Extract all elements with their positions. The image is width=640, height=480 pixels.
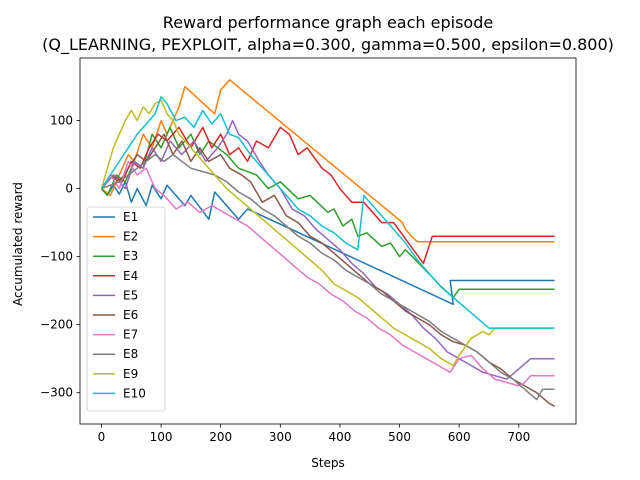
legend-label-e5: E5 <box>123 288 138 302</box>
series-line-e1 <box>100 181 555 306</box>
legend-box <box>86 206 166 412</box>
series-line-e7 <box>100 160 555 387</box>
y-axis-label: Accumulated reward <box>11 182 25 306</box>
legend-label-e6: E6 <box>123 308 138 322</box>
legend: E1 E2 E3 E4 E5 E6 E7 E8 E9 E10 <box>86 206 166 412</box>
x-tick-label: 500 <box>388 430 411 444</box>
legend-label-e1: E1 <box>123 210 138 224</box>
x-tick-label: 700 <box>507 430 530 444</box>
x-tick-label: 0 <box>98 430 106 444</box>
x-tick-label: 600 <box>448 430 471 444</box>
legend-label-e10: E10 <box>123 386 146 400</box>
y-tick-label: −200 <box>40 318 73 332</box>
series-line-e10 <box>100 96 555 329</box>
legend-label-e2: E2 <box>123 230 138 244</box>
series-line-e3 <box>100 126 555 299</box>
series-line-e4 <box>100 126 555 265</box>
y-tick-label: −300 <box>40 386 73 400</box>
x-axis-label: Steps <box>311 456 345 470</box>
series-line-e8 <box>101 153 555 401</box>
x-tick-label: 100 <box>150 430 173 444</box>
chart-title-line-2: (Q_LEARNING, PEXPLOIT, alpha=0.300, gamm… <box>42 35 614 55</box>
series-line-e2 <box>101 79 555 243</box>
x-tick-label: 400 <box>328 430 351 444</box>
legend-label-e3: E3 <box>123 249 138 263</box>
legend-label-e4: E4 <box>123 269 138 283</box>
y-tick-label: −100 <box>40 250 73 264</box>
y-tick-label: 100 <box>50 114 73 128</box>
plot-area: 0 100 200 300 400 500 600 700 100 0 −100 −200 −300 E1… <box>40 57 577 444</box>
x-tick-label: 200 <box>209 430 232 444</box>
x-tick-label: 300 <box>269 430 292 444</box>
legend-label-e7: E7 <box>123 328 138 342</box>
chart-title-line-1: Reward performance graph each episode <box>163 13 493 32</box>
y-tick-label: 0 <box>65 182 73 196</box>
axes-frame <box>79 57 577 425</box>
series-line-e5 <box>100 119 555 380</box>
series-line-e9 <box>100 99 555 367</box>
series-group <box>100 79 555 407</box>
legend-label-e8: E8 <box>123 347 138 361</box>
legend-label-e9: E9 <box>123 367 138 381</box>
